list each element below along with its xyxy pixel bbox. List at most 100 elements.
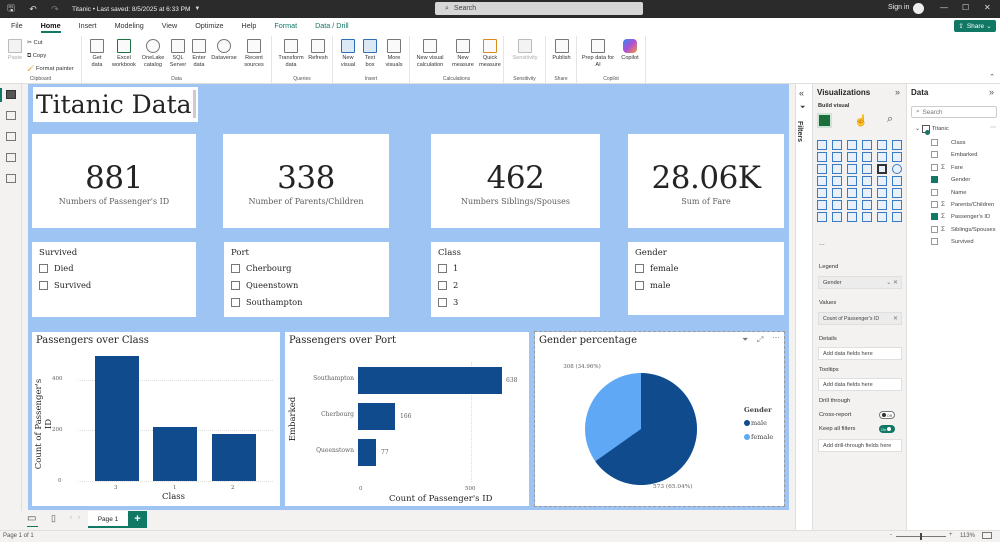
- donut-chart-icon[interactable]: [892, 164, 902, 174]
- redo-icon[interactable]: ↷: [51, 3, 59, 14]
- tab-home[interactable]: Home: [32, 18, 70, 34]
- narrative-icon[interactable]: [877, 200, 887, 210]
- collapse-icon[interactable]: »: [989, 87, 995, 97]
- zoom-slider-thumb[interactable]: [920, 533, 922, 540]
- slicer-option[interactable]: Queenstown: [231, 280, 298, 290]
- checkbox[interactable]: [39, 280, 48, 290]
- sign-in-link[interactable]: Sign in: [888, 4, 910, 11]
- chart-gender-percentage[interactable]: Gender percentage ⏷ ⤢ ⋯ 308 (34.96%) 573…: [534, 331, 785, 507]
- qa-icon[interactable]: [862, 200, 872, 210]
- scatter-icon[interactable]: [862, 164, 872, 174]
- pie-chart-icon[interactable]: [877, 164, 887, 174]
- table-view-icon[interactable]: [5, 111, 16, 120]
- dax-query-icon[interactable]: [5, 153, 16, 162]
- close-icon[interactable]: ✕: [984, 3, 991, 12]
- dataverse-button[interactable]: Dataverse: [209, 39, 239, 62]
- report-title[interactable]: Titanic Data: [33, 87, 198, 122]
- remove-field-icon[interactable]: ⌄ ✕: [886, 280, 898, 286]
- field-passengers-id[interactable]: Σ Passenger's ID: [931, 213, 990, 220]
- document-title[interactable]: Titanic • Last saved: 8/5/2025 at 6:33 P…: [72, 5, 191, 13]
- zoom-in-button[interactable]: +: [949, 532, 953, 538]
- well-details[interactable]: Add data fields here: [818, 347, 902, 360]
- checkbox[interactable]: [931, 201, 938, 208]
- undo-icon[interactable]: ↶: [29, 3, 37, 14]
- 100-column-icon[interactable]: [892, 140, 902, 150]
- tab-format[interactable]: Format: [274, 21, 298, 30]
- search-box[interactable]: ⌕ Search: [435, 2, 643, 15]
- bar-class-2[interactable]: [212, 434, 256, 481]
- power-apps-icon[interactable]: [847, 212, 857, 222]
- zoom-out-button[interactable]: -: [890, 532, 892, 538]
- field-fare[interactable]: Σ Fare: [931, 164, 963, 171]
- format-visual-icon[interactable]: ☝: [854, 115, 868, 127]
- funnel-icon[interactable]: [847, 164, 857, 174]
- slicer-option[interactable]: 3: [438, 297, 458, 307]
- well-legend[interactable]: Gender ⌄ ✕: [818, 276, 902, 289]
- slicer-option[interactable]: 2: [438, 280, 458, 290]
- keep-all-filters-toggle[interactable]: On: [879, 425, 895, 433]
- refresh-button[interactable]: Refresh: [306, 39, 330, 62]
- checkbox[interactable]: [438, 280, 447, 290]
- chart-passengers-over-class[interactable]: Passengers over Class 400 200 0 3 1 2 Cl…: [32, 332, 280, 506]
- expand-icon[interactable]: «: [799, 88, 805, 98]
- kpi-card-siblings-spouses[interactable]: 462 Numbers Siblings/Spouses: [431, 134, 600, 228]
- arcgis-icon[interactable]: [832, 212, 842, 222]
- line-clustered-icon[interactable]: [892, 152, 902, 162]
- publish-button[interactable]: Publish: [549, 39, 574, 62]
- slicer-option[interactable]: 1: [438, 263, 458, 273]
- map-icon[interactable]: [832, 176, 842, 186]
- more-options-icon[interactable]: ⋯: [990, 125, 996, 131]
- filter-icon[interactable]: ⏷: [742, 335, 749, 344]
- bar-class-3[interactable]: [95, 356, 139, 481]
- more-visuals-button[interactable]: ...: [819, 240, 825, 247]
- more-visuals-icon[interactable]: [892, 212, 902, 222]
- waterfall-icon[interactable]: [832, 164, 842, 174]
- bar-cherbourg[interactable]: [358, 403, 395, 430]
- checkbox-checked[interactable]: [931, 176, 938, 183]
- avatar[interactable]: [913, 3, 924, 14]
- table-titanic[interactable]: ⌄ Titanic: [915, 125, 949, 135]
- checkbox[interactable]: [931, 139, 938, 146]
- new-measure-button[interactable]: New measure: [450, 39, 476, 69]
- checkbox[interactable]: [635, 280, 644, 290]
- bar-class-1[interactable]: [153, 427, 197, 481]
- clustered-bar-icon[interactable]: [847, 140, 857, 150]
- gauge-icon[interactable]: [877, 176, 887, 186]
- checkbox[interactable]: [231, 280, 240, 290]
- next-page-icon[interactable]: ›: [78, 515, 80, 521]
- build-visual-tab[interactable]: [817, 113, 832, 128]
- copilot-visual-icon[interactable]: [877, 212, 887, 222]
- paginated-report-icon[interactable]: [817, 212, 827, 222]
- fit-to-page-icon[interactable]: [982, 532, 992, 539]
- cross-report-toggle[interactable]: Off: [879, 411, 895, 419]
- new-visual-calculation-button[interactable]: New visual calculation: [413, 39, 447, 69]
- enter-data-button[interactable]: Enter data: [189, 39, 209, 69]
- well-values[interactable]: Count of Passenger's ID ✕: [818, 312, 902, 325]
- paste-button[interactable]: Paste: [6, 39, 24, 62]
- key-influencers-icon[interactable]: [832, 200, 842, 210]
- line-column-icon[interactable]: [877, 152, 887, 162]
- format-painter-button[interactable]: 🖌 Format painter: [27, 66, 74, 72]
- tab-modeling[interactable]: Modeling: [114, 21, 144, 30]
- bar-queenstown[interactable]: [358, 439, 376, 466]
- kpi-card-sum-of-fare[interactable]: 28.06K Sum of Fare: [628, 134, 784, 228]
- copilot-button[interactable]: Copilot: [617, 39, 643, 62]
- more-visuals-button[interactable]: More visuals: [381, 39, 407, 69]
- text-box-button[interactable]: Text box: [360, 39, 380, 69]
- field-class[interactable]: Class: [931, 139, 966, 146]
- card-icon[interactable]: [892, 176, 902, 186]
- save-icon[interactable]: 🖫: [7, 3, 15, 13]
- clustered-column-icon[interactable]: [862, 140, 872, 150]
- kpi-card-passengers[interactable]: 881 Numbers of Passenger's ID: [32, 134, 196, 228]
- stacked-column-icon[interactable]: [832, 140, 842, 150]
- data-search-input[interactable]: ⌕ Search: [911, 106, 997, 118]
- tab-file[interactable]: File: [11, 21, 23, 30]
- field-embarked[interactable]: Embarked: [931, 151, 977, 158]
- field-siblings-spouses[interactable]: Σ Siblings/Spouses: [931, 226, 995, 233]
- goals-icon[interactable]: [892, 200, 902, 210]
- excel-workbook-button[interactable]: Excel workbook: [110, 39, 138, 69]
- scrollbar[interactable]: [193, 90, 196, 118]
- field-name[interactable]: Name: [931, 189, 966, 196]
- checkbox[interactable]: [438, 263, 447, 273]
- new-visual-button[interactable]: New visual: [337, 39, 359, 69]
